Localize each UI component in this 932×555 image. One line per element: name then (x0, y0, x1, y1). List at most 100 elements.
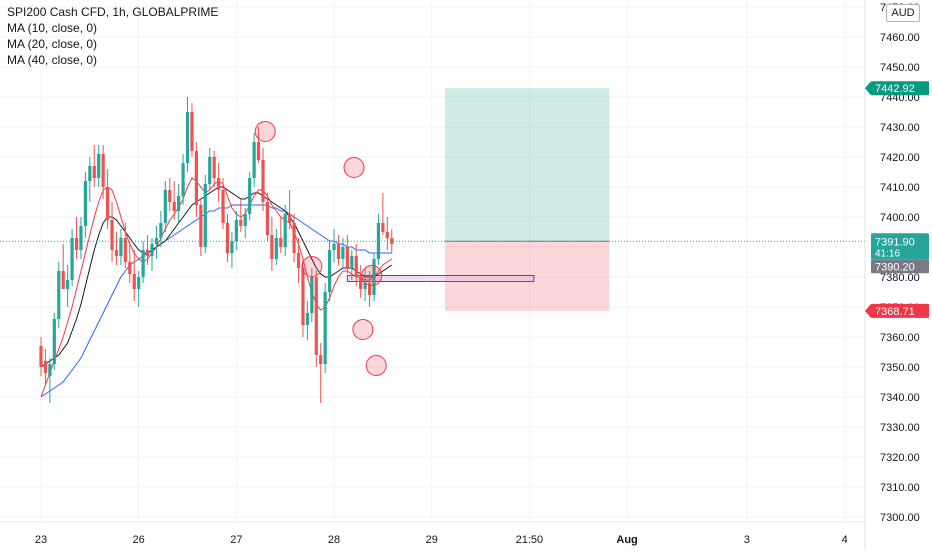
stop-price-label: 7368.71 (865, 303, 929, 318)
candle-body (70, 238, 74, 280)
circle-annotation (254, 121, 276, 142)
time-tick-label: 3 (744, 534, 750, 546)
candle (190, 103, 194, 157)
candle-body (212, 157, 216, 178)
candle (359, 265, 363, 298)
profit-zone (445, 88, 610, 242)
price-tick-label: 7450.00 (880, 62, 920, 74)
candle (243, 208, 247, 238)
candle (248, 172, 252, 220)
candle (256, 127, 261, 163)
candle-body (310, 277, 314, 313)
candle (363, 268, 367, 301)
candle-body (48, 364, 52, 376)
ma20-legend[interactable]: MA (20, close, 0) (7, 37, 98, 51)
currency-button[interactable]: AUD (886, 4, 920, 22)
candle (88, 157, 92, 202)
candle-body (265, 202, 270, 235)
circle-annotation (365, 355, 387, 376)
candle-body (88, 166, 92, 181)
ma-price-label-text: 7390.20 (875, 261, 915, 273)
ma10-series (40, 177, 393, 398)
candle (376, 214, 381, 265)
candle-body (110, 220, 114, 250)
candle (199, 199, 203, 256)
candle (252, 133, 256, 187)
candle-body (92, 166, 96, 178)
candle (185, 97, 190, 172)
candle-body (372, 259, 376, 295)
candle-body (106, 187, 110, 220)
candle-body (341, 247, 345, 259)
candle-body (79, 226, 83, 250)
candle-body (350, 256, 354, 268)
candle-body (270, 235, 274, 259)
candle-body (66, 280, 70, 289)
candle (305, 301, 309, 340)
target-price-label-text: 7442.92 (875, 83, 915, 95)
price-tick-label: 7330.00 (880, 422, 920, 434)
candle (381, 193, 385, 235)
candle-body (381, 223, 385, 232)
candle (319, 343, 323, 403)
candle-body (145, 250, 150, 256)
candle (385, 217, 389, 250)
candle (336, 235, 341, 265)
time-tick-label: 26 (133, 534, 145, 546)
countdown-text: 41:16 (875, 248, 900, 259)
candle-body (390, 238, 394, 244)
candle-body (243, 214, 247, 226)
candle (274, 229, 278, 265)
candle (61, 244, 65, 289)
support-zone-rectangle[interactable] (346, 275, 535, 282)
candle (194, 142, 198, 217)
candle (270, 217, 274, 271)
candle (177, 184, 181, 223)
ma-price-label-bg (871, 259, 929, 274)
time-tick-label: 29 (426, 534, 438, 546)
candle (172, 181, 176, 220)
candle (106, 169, 110, 229)
candle (328, 241, 332, 301)
candle-body (323, 292, 327, 364)
last-price-bg (871, 233, 929, 260)
candle-body (319, 355, 323, 364)
candle (159, 211, 163, 247)
time-tick-label: 4 (842, 534, 848, 546)
candle-body (199, 205, 203, 247)
candle-body (159, 223, 163, 238)
circle-annotations[interactable] (254, 121, 387, 376)
candle (239, 199, 243, 232)
candle-body (288, 214, 292, 223)
candle-body (328, 250, 332, 292)
candle (52, 313, 56, 370)
time-tick-label: 21:50 (516, 534, 544, 546)
candle-body (301, 268, 305, 325)
candle-body (385, 232, 389, 238)
candle-body (150, 244, 154, 256)
candle-body (114, 250, 119, 256)
ma10-legend[interactable]: MA (10, close, 0) (7, 21, 98, 35)
price-tick-label: 7360.00 (880, 332, 920, 344)
candle-body (296, 253, 301, 268)
candle (221, 178, 225, 229)
candle (261, 148, 265, 211)
ma20-line (40, 186, 393, 368)
symbol-title[interactable]: SPI200 Cash CFD, 1h, GLOBALPRIME (7, 5, 219, 19)
price-tick-label: 7380.00 (880, 272, 920, 284)
candle-body (43, 361, 48, 373)
candle-body (119, 238, 123, 256)
candle (154, 226, 159, 259)
zone-rect (346, 275, 535, 282)
price-tick-label: 7420.00 (880, 152, 920, 164)
candle (283, 205, 287, 256)
candle (296, 238, 301, 283)
ma-price-label: 7390.20 (871, 259, 929, 274)
candle (203, 175, 207, 253)
candle (132, 250, 136, 301)
ma40-legend[interactable]: MA (40, close, 0) (7, 53, 98, 67)
candle (114, 232, 119, 265)
candle (230, 232, 234, 268)
